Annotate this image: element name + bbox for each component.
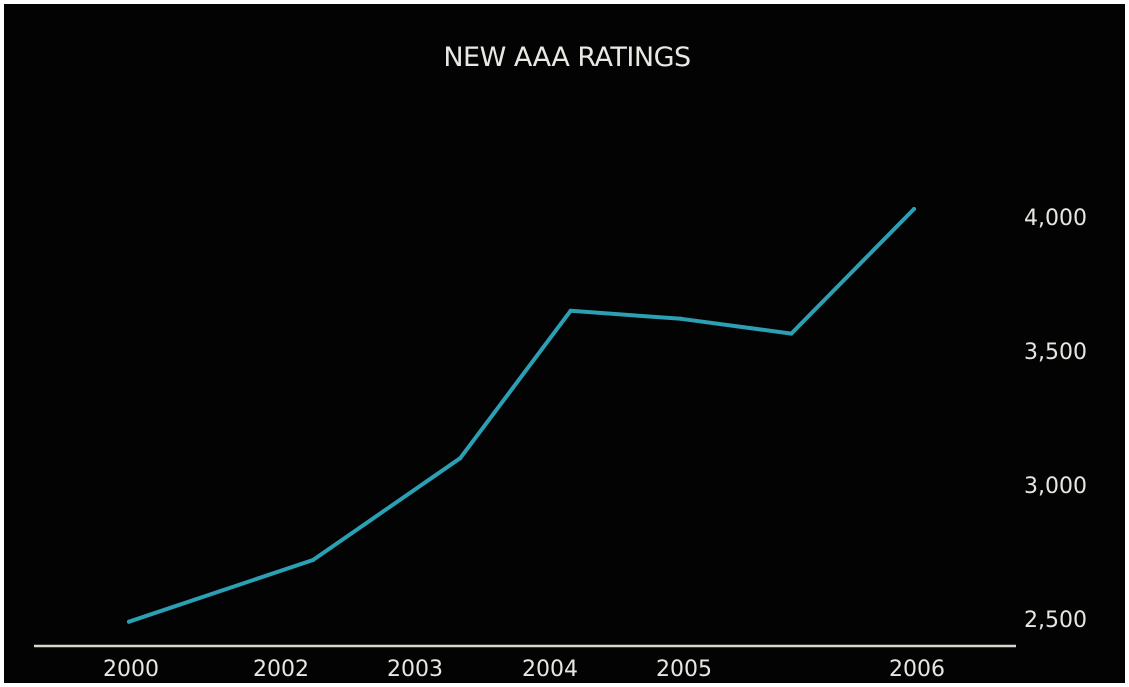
data-point: [912, 207, 916, 211]
data-point: [311, 558, 315, 562]
x-tick-label: 2006: [889, 657, 945, 682]
data-point: [679, 316, 683, 321]
aaa-ratings-chart: NEW AAA RATINGS 2,500 3,000 3,500 4,000 200…: [34, 42, 1087, 682]
x-tick-label: 2002: [253, 657, 309, 682]
y-tick-label: 4,000: [1024, 206, 1087, 231]
data-point: [568, 308, 573, 313]
x-tick-label: 2000: [103, 657, 159, 682]
x-tick-label: 2005: [656, 657, 712, 682]
y-tick-labels: 2,500 3,000 3,500 4,000: [1024, 206, 1087, 633]
data-point: [458, 456, 463, 461]
data-point: [789, 331, 794, 336]
series-group: [127, 207, 916, 624]
x-tick-labels: 2000 2002 2003 2004 2005 2006: [103, 657, 945, 682]
data-point: [127, 619, 131, 624]
chart-panel: NEW AAA RATINGS 2,500 3,000 3,500 4,000 200…: [4, 4, 1125, 683]
y-tick-label: 3,000: [1024, 474, 1087, 499]
y-tick-label: 2,500: [1024, 608, 1087, 633]
chart-title: NEW AAA RATINGS: [443, 42, 690, 73]
series-line: [127, 207, 916, 624]
x-tick-label: 2003: [387, 657, 443, 682]
x-tick-label: 2004: [522, 657, 578, 682]
y-tick-label: 3,500: [1024, 340, 1087, 365]
